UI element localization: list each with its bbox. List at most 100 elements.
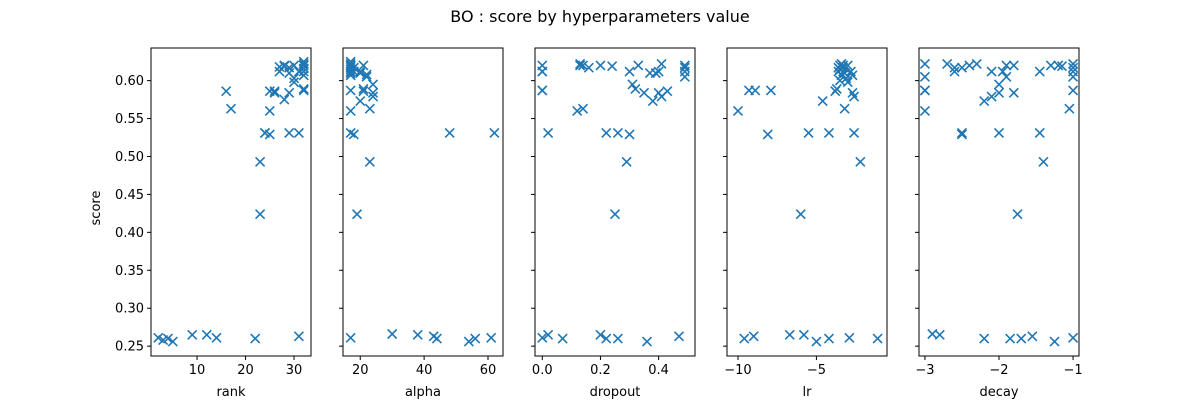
data-point	[431, 333, 442, 344]
data-point	[679, 62, 690, 73]
data-point	[577, 60, 589, 71]
data-point	[345, 67, 356, 79]
data-point	[348, 129, 359, 140]
subplot-decay: −3 −2 −1 decay	[915, 47, 1083, 400]
axes-frame	[534, 47, 696, 357]
data-point	[412, 329, 423, 340]
data-point	[575, 58, 586, 69]
data-point	[264, 105, 275, 117]
data-point	[167, 336, 178, 347]
data-point	[979, 333, 990, 344]
data-point	[673, 331, 685, 342]
data-point	[250, 333, 261, 344]
data-point	[872, 333, 883, 344]
data-point	[595, 60, 606, 71]
data-point	[1068, 332, 1079, 343]
data-point	[288, 73, 300, 84]
data-point	[1056, 61, 1068, 72]
data-point	[269, 86, 280, 97]
y-tick-label: 0.35	[115, 264, 144, 279]
data-point	[609, 209, 621, 220]
data-point	[345, 105, 356, 117]
subplot-dropout: 0.0 0.2 0.4 dropout	[531, 47, 696, 400]
y-tick-label: 0.25	[115, 340, 144, 355]
data-point	[1012, 209, 1023, 220]
data-point	[1034, 127, 1045, 139]
data-point	[949, 62, 960, 73]
data-point	[1064, 103, 1075, 114]
data-point	[1068, 85, 1079, 96]
data-point	[633, 60, 644, 71]
subplot-panels: 10 20 30 rank 0.25 0.30 0.35 0.40 0.45 0.50 0.55 0.…	[115, 47, 1083, 400]
x-tick-label: 20	[237, 363, 254, 378]
data-point	[656, 58, 667, 69]
data-point	[956, 62, 968, 73]
data-point	[1016, 333, 1027, 344]
data-point	[1008, 87, 1019, 98]
data-point	[639, 87, 650, 98]
data-point	[537, 66, 548, 77]
data-point	[211, 332, 222, 343]
data-point	[842, 77, 853, 88]
data-point	[288, 60, 300, 71]
data-point	[367, 87, 379, 98]
axes-frame	[726, 47, 888, 357]
data-point	[848, 127, 860, 139]
x-tick-label: −5	[807, 363, 826, 378]
subplot-lr: −10 −5 lr	[723, 47, 888, 400]
x-axis-label: dropout	[590, 385, 641, 400]
data-point	[823, 127, 835, 139]
data-point	[630, 83, 641, 95]
data-point	[358, 60, 369, 71]
data-point	[575, 60, 586, 71]
data-point	[367, 91, 379, 102]
data-point	[817, 96, 828, 107]
data-point	[831, 83, 842, 95]
y-axis-label: score	[89, 191, 104, 226]
data-point	[739, 333, 750, 344]
data-point	[298, 60, 309, 71]
data-point	[358, 83, 369, 95]
y-tick-label: 0.45	[115, 188, 144, 203]
data-point	[298, 83, 309, 95]
data-point	[355, 96, 366, 107]
data-point	[557, 333, 568, 344]
data-point	[470, 333, 481, 344]
data-point	[577, 103, 589, 114]
data-point	[537, 332, 548, 343]
data-point	[919, 58, 930, 69]
data-point	[351, 209, 363, 220]
data-point	[919, 105, 930, 117]
data-point	[284, 87, 295, 98]
y-tick-label: 0.30	[115, 302, 144, 317]
data-point	[361, 71, 372, 82]
data-point	[255, 156, 266, 167]
data-point	[765, 85, 776, 96]
data-point	[839, 103, 850, 114]
data-point	[997, 66, 1008, 77]
axes-frame	[150, 47, 312, 357]
data-point	[732, 105, 744, 117]
x-tick-label: 20	[352, 363, 369, 378]
data-point	[993, 87, 1005, 98]
data-point	[601, 333, 612, 344]
y-tick-label: 0.55	[115, 112, 144, 127]
data-point	[803, 127, 814, 139]
data-point	[1005, 333, 1016, 344]
data-point	[288, 77, 300, 88]
data-point	[543, 329, 554, 340]
data-point	[284, 127, 295, 139]
data-point	[1034, 66, 1045, 77]
x-axis-label: alpha	[405, 385, 441, 400]
data-point	[784, 329, 795, 340]
data-point	[979, 96, 990, 107]
x-tick-label: 60	[480, 363, 497, 378]
data-point	[298, 85, 309, 96]
data-point	[269, 87, 280, 98]
x-tick-label: −2	[989, 363, 1008, 378]
data-point	[463, 336, 474, 347]
data-point	[1008, 60, 1019, 71]
y-tick-label: 0.60	[115, 74, 144, 89]
data-point	[748, 331, 759, 342]
